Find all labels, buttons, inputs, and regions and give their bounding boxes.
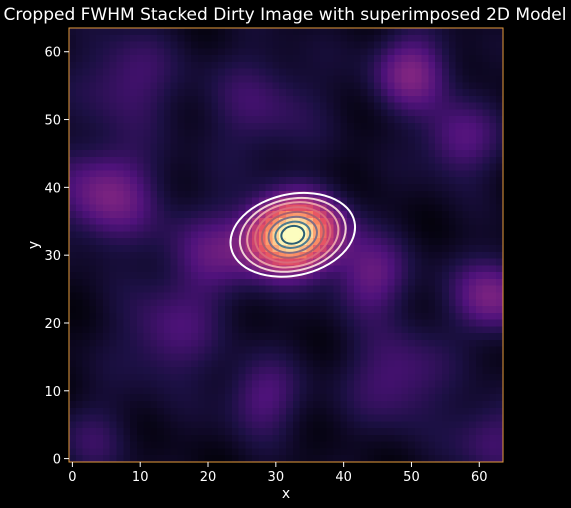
x-axis: 0 10 20 30 40 50 60 bbox=[68, 462, 488, 485]
x-tick-label: 10 bbox=[132, 470, 149, 485]
y-tick-label: 40 bbox=[44, 181, 61, 196]
x-tick-label: 40 bbox=[335, 470, 352, 485]
plot-frame bbox=[68, 27, 504, 463]
x-tick-label: 50 bbox=[403, 470, 420, 485]
y-tick-label: 30 bbox=[44, 249, 61, 264]
x-tick-label: 30 bbox=[268, 470, 285, 485]
y-tick-label: 20 bbox=[44, 317, 61, 332]
contour-level bbox=[254, 206, 332, 264]
y-axis: 0 10 20 30 40 50 60 bbox=[44, 46, 69, 468]
contour-level bbox=[267, 215, 318, 254]
x-tick-label: 0 bbox=[68, 470, 76, 485]
x-tick-label: 20 bbox=[200, 470, 217, 485]
y-tick-label: 50 bbox=[44, 114, 61, 129]
y-tick-label: 10 bbox=[44, 385, 61, 400]
contour-level bbox=[246, 201, 340, 269]
x-axis-label: x bbox=[282, 486, 290, 502]
x-tick-label: 60 bbox=[471, 470, 488, 485]
model-contours bbox=[229, 191, 357, 278]
contour-level bbox=[260, 210, 325, 259]
plot-area bbox=[68, 27, 504, 463]
chart-title: Cropped FWHM Stacked Dirty Image with su… bbox=[4, 5, 567, 25]
y-tick-label: 60 bbox=[44, 46, 61, 61]
contour-level bbox=[229, 191, 357, 278]
contour-level bbox=[238, 196, 347, 273]
y-tick-label: 0 bbox=[53, 453, 61, 468]
contour-level bbox=[274, 220, 312, 249]
y-axis-label: y bbox=[26, 241, 42, 249]
heatmap-image bbox=[69, 28, 503, 462]
contour-level bbox=[280, 224, 306, 245]
